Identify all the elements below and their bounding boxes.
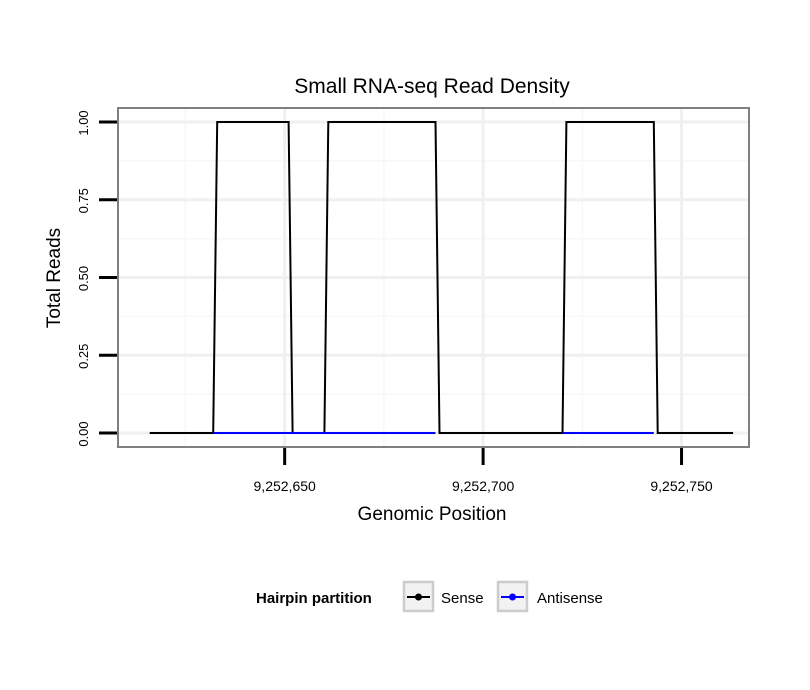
- legend: Hairpin partition Sense Antisense: [256, 580, 603, 613]
- legend-label-sense: Sense: [441, 590, 484, 607]
- x-tick-label: 9,252,650: [254, 478, 316, 494]
- legend-key-sense-dot: [415, 593, 422, 601]
- x-axis: 9,252,650 9,252,700 9,252,750: [254, 448, 713, 494]
- y-axis: 0.00 0.25 0.50 0.75 1.00: [76, 110, 117, 447]
- y-tick-label: 0.25: [76, 344, 91, 369]
- y-tick-label: 0.50: [76, 266, 91, 291]
- y-tick-label: 0.75: [76, 188, 91, 213]
- chart-title: Small RNA-seq Read Density: [294, 75, 570, 98]
- x-axis-label: Genomic Position: [358, 504, 507, 525]
- series-lines: [149, 121, 734, 435]
- legend-key-antisense-dot: [509, 593, 516, 601]
- y-axis-label: Total Reads: [44, 228, 65, 328]
- plot-border: [117, 107, 750, 448]
- x-tick-label: 9,252,750: [650, 478, 712, 494]
- y-tick-label: 1.00: [76, 110, 91, 135]
- legend-title: Hairpin partition: [256, 590, 372, 607]
- legend-label-antisense: Antisense: [537, 590, 603, 607]
- series-sense-line: [149, 121, 734, 434]
- y-tick-label: 0.00: [76, 421, 91, 446]
- x-tick-label: 9,252,700: [452, 478, 514, 494]
